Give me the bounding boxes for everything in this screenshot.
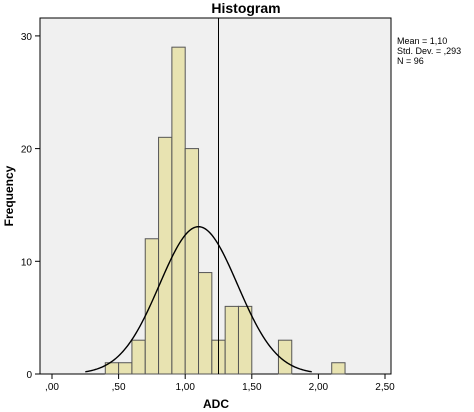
normal-curve <box>85 225 312 373</box>
stats-mean: Mean = 1,10 <box>397 36 447 46</box>
histogram-bar <box>237 305 253 375</box>
x-tick-label: 1,00 <box>175 382 195 393</box>
histogram-bar <box>224 305 239 375</box>
plot-background <box>39 17 392 375</box>
y-tick-label: 30 <box>21 32 33 43</box>
histogram-bar <box>184 148 200 375</box>
x-tick-label: ,00 <box>45 382 59 393</box>
x-tick-label: ,50 <box>112 382 126 393</box>
y-tick-label: 20 <box>21 145 33 156</box>
x-axis-ticks: ,00 ,50 1,00 1,50 2,00 2,50 <box>45 374 395 393</box>
x-axis-title: ADC <box>203 397 229 411</box>
histogram-bar <box>198 272 213 375</box>
histogram-bar <box>277 339 293 375</box>
histogram-bar <box>144 238 160 375</box>
y-tick-label: 0 <box>26 370 32 381</box>
histogram-bar <box>171 46 186 375</box>
histogram-bar <box>331 362 346 375</box>
histogram-bar <box>131 339 146 375</box>
x-tick-label: 1,50 <box>242 382 262 393</box>
x-tick-label: 2,00 <box>309 382 329 393</box>
bars-layer <box>104 46 346 375</box>
histogram-bar <box>118 362 133 375</box>
x-tick-label: 2,50 <box>375 382 395 393</box>
y-axis-ticks: 0 10 20 30 <box>21 32 40 381</box>
chart-title: Histogram <box>211 0 280 16</box>
y-axis-title: Frequency <box>2 165 16 226</box>
y-tick-label: 10 <box>21 257 33 268</box>
stats-std-dev: Std. Dev. = ,293 <box>397 46 461 56</box>
histogram-bar <box>158 136 173 375</box>
stats-n: N = 96 <box>397 56 424 66</box>
